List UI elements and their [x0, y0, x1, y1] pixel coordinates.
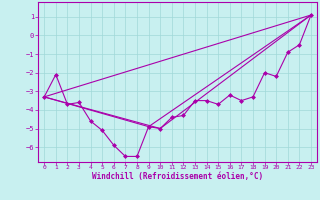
X-axis label: Windchill (Refroidissement éolien,°C): Windchill (Refroidissement éolien,°C) [92, 172, 263, 181]
